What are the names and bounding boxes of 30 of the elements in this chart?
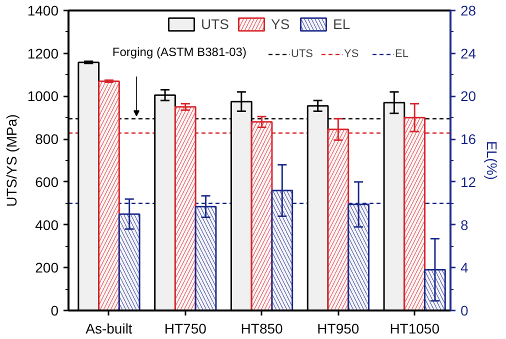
x-tick-label: As-built bbox=[86, 320, 132, 336]
y-tick-label: 400 bbox=[35, 216, 59, 233]
y2-tick-label: 20 bbox=[460, 88, 476, 104]
y2-tick-label: 16 bbox=[460, 131, 476, 148]
y2-tick-label: 0 bbox=[460, 302, 468, 318]
y2-axis-title: EL(%) bbox=[484, 141, 500, 180]
x-tick-label: HT950 bbox=[317, 320, 360, 336]
x-tick-label: HT1050 bbox=[390, 320, 440, 336]
x-tick-label: HT850 bbox=[240, 320, 284, 336]
y-tick-label: 1400 bbox=[27, 2, 59, 18]
legend-label: YS bbox=[271, 16, 291, 32]
x-tick-label: HT750 bbox=[164, 320, 207, 336]
y2-tick-label: 28 bbox=[460, 2, 476, 18]
legend-label: EL bbox=[395, 48, 410, 60]
legend-label: EL bbox=[333, 16, 352, 32]
y-tick-label: 1200 bbox=[27, 45, 59, 62]
legend-title: Forging (ASTM B381-03) bbox=[112, 44, 246, 59]
y2-tick-label: 12 bbox=[460, 174, 476, 190]
legend-label: YS bbox=[344, 48, 360, 60]
y-tick-label: 1000 bbox=[27, 88, 59, 104]
y-axis-title: UTS/YS (MPa) bbox=[3, 114, 20, 207]
y-tick-label: 600 bbox=[35, 174, 59, 190]
y2-tick-label: 8 bbox=[460, 216, 468, 233]
legend-label: UTS bbox=[291, 48, 313, 60]
legend-label: UTS bbox=[201, 16, 229, 32]
y-tick-label: 800 bbox=[35, 131, 59, 148]
y2-tick-label: 24 bbox=[460, 45, 476, 62]
y2-tick-label: 4 bbox=[460, 260, 468, 276]
y-tick-label: 0 bbox=[50, 302, 59, 318]
y-tick-label: 200 bbox=[35, 260, 59, 276]
